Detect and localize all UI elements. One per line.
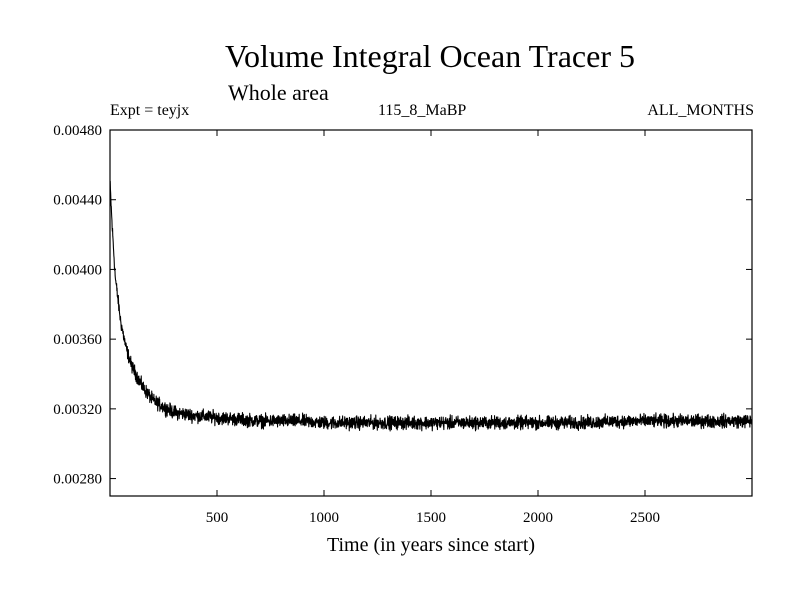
y-tick-label: 0.00280	[53, 472, 102, 488]
x-tick-label: 2500	[630, 510, 660, 526]
x-tick-label: 2000	[523, 510, 553, 526]
tick-labels: 0.00280 0.00320 0.00360 0.00400 0.00440 0.004…	[53, 123, 660, 526]
y-tick-label: 0.00440	[53, 193, 102, 209]
y-tick-label: 0.00360	[53, 332, 102, 348]
experiment-label: Expt = teyjx	[110, 102, 190, 119]
plot-frame	[109, 129, 753, 497]
y-tick-label: 0.00400	[53, 262, 102, 278]
axis-ticks	[110, 129, 752, 496]
x-tick-label: 500	[206, 510, 229, 526]
period-label: ALL_MONTHS	[647, 102, 754, 119]
y-tick-label: 0.00320	[53, 402, 102, 418]
x-axis-label: Time (in years since start)	[327, 534, 535, 556]
series-line	[109, 180, 753, 432]
chart-subtitle: Whole area	[228, 80, 329, 105]
chart-title: Volume Integral Ocean Tracer 5	[225, 38, 635, 74]
series-layer	[109, 180, 753, 432]
run-label: 115_8_MaBP	[378, 102, 467, 119]
y-tick-label: 0.00480	[53, 123, 102, 139]
x-tick-label: 1000	[309, 510, 339, 526]
x-tick-label: 1500	[416, 510, 446, 526]
